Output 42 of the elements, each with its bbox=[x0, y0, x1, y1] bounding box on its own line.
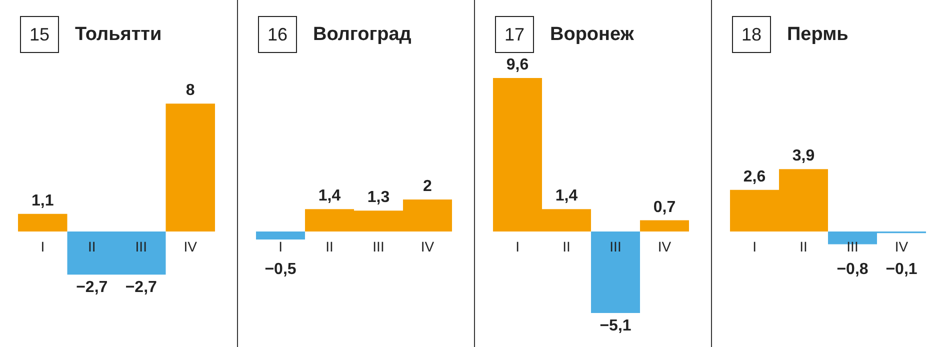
text: 18 bbox=[741, 24, 762, 44]
chart-title: Пермь bbox=[787, 24, 848, 45]
data-label: −5,1 bbox=[600, 318, 632, 334]
data-label: 8 bbox=[186, 82, 195, 100]
data-label: −0,8 bbox=[836, 260, 868, 278]
x-tick-label: III bbox=[610, 238, 622, 254]
data-label: −0,1 bbox=[886, 260, 918, 278]
data-label: −2,7 bbox=[125, 279, 158, 296]
chart-title: Волгоград bbox=[313, 24, 412, 45]
data-label: 1,4 bbox=[318, 188, 341, 205]
x-tick-label: I bbox=[278, 238, 282, 254]
x-tick-label: II bbox=[800, 238, 808, 254]
x-tick-label: IV bbox=[184, 238, 198, 254]
x-tick-label: II bbox=[326, 238, 334, 254]
data-label: 2 bbox=[423, 178, 432, 195]
bar bbox=[640, 220, 689, 232]
x-tick-label: I bbox=[40, 238, 45, 254]
data-label: 1,3 bbox=[367, 189, 390, 206]
data-label: −0,5 bbox=[264, 260, 296, 278]
x-tick-label: III bbox=[372, 238, 384, 254]
x-tick-label: I bbox=[752, 238, 756, 254]
data-label: 3,9 bbox=[792, 148, 815, 165]
bar bbox=[591, 231, 640, 313]
bar bbox=[256, 231, 305, 240]
x-tick-label: II bbox=[562, 238, 570, 254]
data-label: 9,6 bbox=[506, 56, 529, 74]
text: 16 bbox=[267, 24, 288, 44]
x-tick-label: II bbox=[88, 238, 96, 254]
data-label: 1,1 bbox=[32, 192, 54, 210]
chart-title: Тольятти bbox=[75, 24, 162, 45]
x-tick-label: IV bbox=[420, 238, 435, 254]
data-label: 1,4 bbox=[555, 188, 578, 205]
chart-title: Воронеж bbox=[550, 24, 634, 45]
x-tick-label: I bbox=[516, 238, 520, 254]
data-label: −2,7 bbox=[76, 279, 108, 296]
data-label: 0,7 bbox=[653, 198, 676, 216]
x-tick-label: IV bbox=[894, 238, 909, 254]
x-tick-label: III bbox=[135, 238, 147, 254]
data-label: 2,6 bbox=[743, 168, 766, 186]
x-tick-label: IV bbox=[658, 238, 672, 254]
text: 15 bbox=[29, 24, 50, 44]
text: 17 bbox=[504, 24, 525, 44]
